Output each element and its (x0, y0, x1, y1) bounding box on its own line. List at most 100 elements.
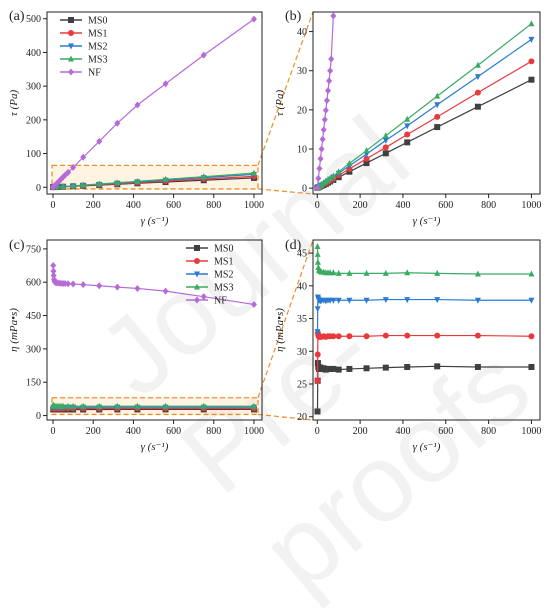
x-tick-label: 600 (438, 200, 453, 211)
data-point (336, 333, 342, 339)
y-tick-label: 600 (26, 278, 41, 289)
data-point (70, 281, 76, 288)
y-tick-label: 30 (297, 347, 307, 358)
data-point (434, 363, 440, 369)
series-nf (314, 12, 336, 191)
y-tick-label: 400 (26, 48, 41, 59)
data-point (528, 20, 534, 26)
legend-marker (68, 69, 74, 76)
series-ms2 (314, 294, 534, 335)
legend-marker (68, 30, 74, 36)
data-point (80, 281, 86, 288)
y-tick-label: 40 (297, 281, 307, 292)
x-tick-label: 1000 (244, 200, 264, 211)
data-point (434, 114, 440, 120)
legend-label: MS0 (88, 16, 107, 27)
data-point (324, 97, 330, 104)
y-axis-label: η (mPa•s) (274, 308, 286, 352)
series-nf (50, 16, 257, 191)
y-tick-label: 150 (26, 378, 41, 389)
y-tick-label: 0 (302, 184, 307, 195)
data-point (364, 365, 370, 371)
data-point (315, 175, 321, 182)
y-tick-label: 0 (36, 411, 41, 422)
series-ms1 (314, 58, 534, 190)
data-point (330, 366, 336, 372)
data-point (404, 364, 410, 370)
data-point (475, 104, 481, 110)
data-point (317, 155, 323, 162)
legend-label: MS2 (88, 42, 107, 53)
legend-label: MS3 (88, 55, 107, 66)
y-tick-label: 20 (297, 412, 307, 423)
x-tick-label: 200 (86, 426, 101, 437)
data-point (321, 126, 327, 133)
data-point (475, 62, 481, 68)
series-ms0 (314, 77, 534, 191)
series-line (53, 19, 254, 187)
y-tick-label: 20 (297, 105, 307, 116)
data-point (320, 136, 326, 143)
data-point (434, 124, 440, 130)
legend-marker (194, 245, 200, 251)
data-point (475, 74, 481, 80)
y-tick-label: 0 (36, 183, 41, 194)
data-point (404, 132, 410, 138)
data-point (528, 58, 534, 64)
data-point (475, 90, 481, 96)
data-point (434, 93, 440, 99)
legend-label: MS1 (214, 257, 233, 268)
y-tick-label: 35 (297, 314, 307, 325)
legend-marker (194, 258, 200, 264)
data-point (364, 147, 370, 153)
x-tick-label: 1000 (244, 426, 264, 437)
x-tick-label: 400 (126, 426, 141, 437)
y-axis-label: τ (Pa) (274, 90, 286, 117)
legend-label: NF (88, 68, 101, 79)
data-point (383, 138, 389, 144)
panel-label: (c) (9, 238, 25, 253)
data-point (201, 293, 207, 300)
x-tick-label: 400 (395, 426, 410, 437)
data-point (404, 333, 410, 339)
data-point (528, 364, 534, 370)
x-tick-label: 400 (395, 200, 410, 211)
data-point (383, 365, 389, 371)
x-tick-label: 0 (51, 200, 56, 211)
x-tick-label: 200 (86, 200, 101, 211)
data-point (315, 259, 321, 265)
y-tick-label: 200 (26, 115, 41, 126)
x-tick-label: 600 (166, 200, 181, 211)
legend-marker (68, 17, 74, 23)
data-point (163, 80, 169, 87)
data-point (434, 333, 440, 339)
data-point (330, 12, 336, 19)
x-axis-label: γ (s⁻¹) (141, 441, 169, 453)
data-point (327, 67, 333, 74)
x-tick-label: 800 (206, 200, 221, 211)
y-tick-label: 750 (26, 244, 41, 255)
series-ms3 (314, 243, 534, 276)
series-line (317, 247, 531, 274)
x-tick-label: 200 (353, 200, 368, 211)
data-point (114, 284, 120, 291)
panel-label: (b) (285, 9, 302, 24)
x-tick-label: 800 (206, 426, 221, 437)
series-ms3 (314, 20, 534, 190)
data-point (325, 87, 331, 94)
data-point (336, 367, 342, 373)
data-point (251, 16, 257, 23)
y-tick-label: 10 (297, 144, 307, 155)
x-tick-label: 1000 (521, 426, 541, 437)
series-ms0 (314, 360, 534, 414)
y-tick-label: 40 (297, 27, 307, 38)
data-point (404, 123, 410, 129)
data-point (326, 77, 332, 84)
data-point (314, 378, 320, 384)
